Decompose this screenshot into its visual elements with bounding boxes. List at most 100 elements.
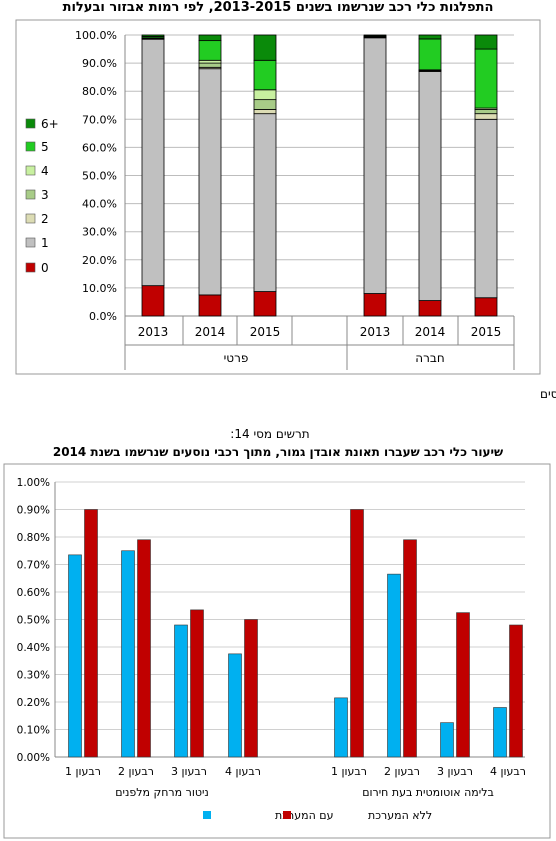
y-tick-label: 10.0% (82, 282, 117, 295)
legend-label: 5 (41, 140, 49, 154)
legend-swatch-with-system (203, 811, 211, 819)
bar-with-system (68, 554, 82, 758)
bar-without-system (190, 609, 204, 758)
x-tick-label: רבעון 2 (384, 765, 420, 778)
legend-label: 0 (41, 261, 49, 275)
bar-segment-4 (198, 59, 222, 64)
bar-segment-6+ (418, 34, 442, 40)
bar-segment-3 (198, 62, 222, 68)
y-tick-label: 30.0% (82, 226, 117, 239)
bar-segment-6+ (198, 34, 222, 42)
x-tick-label: 2014 (415, 325, 446, 339)
chart-total-loss-rate: תרשים מסי 14: שיעור כלי רכב שעברו תאונת א… (3, 427, 551, 839)
x-group-label: חברה (415, 351, 444, 365)
bar-with-system (440, 722, 454, 758)
bar-segment-0 (253, 291, 277, 317)
y-tick-label: 0.00% (17, 752, 50, 764)
legend-swatch-6+ (25, 118, 36, 129)
bar-with-system (334, 697, 348, 758)
legend-swatch-0 (25, 262, 36, 273)
legend-label: 3 (41, 188, 49, 202)
bar-without-system (244, 619, 258, 758)
y-tick-label: 80.0% (82, 85, 117, 98)
x-tick-label: 2013 (138, 325, 169, 339)
x-tick-label: 2013 (360, 325, 391, 339)
legend-swatch-without-system (283, 811, 291, 819)
legend-label: ללא המערכת (368, 809, 432, 822)
legend-swatch-4 (25, 165, 36, 176)
legend-label: 4 (41, 164, 49, 178)
x-tick-label: רבעון 4 (490, 765, 526, 778)
legend-swatch-3 (25, 189, 36, 200)
y-tick-label: 100.0% (75, 29, 117, 42)
bar-segment-4 (253, 89, 277, 101)
y-tick-label: 0.50% (17, 615, 50, 627)
y-tick-label: 0.80% (17, 532, 50, 544)
x-tick-label: 2014 (195, 325, 226, 339)
x-tick-label: רבעון 1 (65, 765, 101, 778)
bar-with-system (174, 624, 188, 758)
bar-segment-0 (418, 300, 442, 317)
bar-segment-0 (141, 285, 165, 317)
bar-segment-1 (363, 37, 387, 294)
bar-with-system (493, 707, 507, 758)
bar-without-system (509, 624, 523, 758)
source-note: מקור: נתוני משרד התחבורה, עיבודי החטיבה … (540, 387, 556, 401)
bar-segment-6+ (141, 34, 165, 37)
x-tick-label: רבעון 4 (225, 765, 261, 778)
bar-segment-0 (363, 293, 387, 317)
y-tick-label: 0.70% (17, 560, 50, 572)
bar-segment-2 (253, 109, 277, 115)
bar-segment-1 (141, 38, 165, 287)
x-tick-label: רבעון 3 (171, 765, 207, 778)
bar-segment-5 (253, 59, 277, 91)
y-tick-label: 0.40% (17, 642, 50, 654)
bar-without-system (84, 509, 98, 758)
x-group-label: בלימה אוטומטית בעת חירום (362, 786, 494, 799)
x-group-label: ניטור מרחק מלפנים (115, 786, 209, 799)
legend-swatch-2 (25, 213, 36, 224)
y-tick-label: 0.90% (17, 505, 50, 517)
y-tick-label: 0.60% (17, 587, 50, 599)
bar-segment-1 (198, 68, 222, 296)
chart-frame (15, 19, 541, 375)
bar-segment-2 (474, 113, 498, 120)
bar-with-system (387, 573, 401, 758)
chart-number: תרשים מסי 14: (230, 427, 309, 441)
legend-label: 1 (41, 236, 49, 250)
y-tick-label: 0.10% (17, 725, 50, 737)
legend-label: 2 (41, 212, 49, 226)
chart-title: שיעור כלי רכב שעברו תאונת אובדן גמור, מת… (53, 445, 503, 459)
bar-segment-0 (474, 297, 498, 317)
y-tick-label: 70.0% (82, 113, 117, 126)
legend-swatch-5 (25, 141, 36, 152)
bar-segment-5 (474, 48, 498, 109)
bar-without-system (403, 539, 417, 758)
y-tick-label: 0.0% (89, 310, 117, 323)
bar-without-system (137, 539, 151, 758)
x-group-label: פרטי (224, 351, 249, 365)
y-tick-label: 90.0% (82, 57, 117, 70)
bar-segment-6+ (253, 34, 277, 61)
x-tick-label: רבעון 3 (437, 765, 473, 778)
chart-title: התפלגות כלי רכב שנרשמו בשנים 2013-2015, … (63, 0, 494, 15)
y-tick-label: 0.30% (17, 670, 50, 682)
bar-without-system (456, 612, 470, 758)
bar-segment-3 (253, 99, 277, 110)
y-tick-label: 1.00% (17, 477, 50, 489)
bar-segment-6+ (363, 34, 387, 37)
x-tick-label: רבעון 1 (331, 765, 367, 778)
bar-segment-3 (474, 109, 498, 115)
legend-swatch-1 (25, 237, 36, 248)
x-tick-label: רבעון 2 (118, 765, 154, 778)
y-tick-label: 0.20% (17, 697, 50, 709)
y-tick-label: 20.0% (82, 254, 117, 267)
bar-segment-5 (418, 38, 442, 71)
bar-without-system (350, 509, 364, 758)
x-tick-label: 2015 (250, 325, 281, 339)
bar-segment-5 (198, 40, 222, 61)
bar-segment-1 (253, 113, 277, 292)
bar-segment-6+ (474, 34, 498, 50)
y-tick-label: 50.0% (82, 170, 117, 183)
